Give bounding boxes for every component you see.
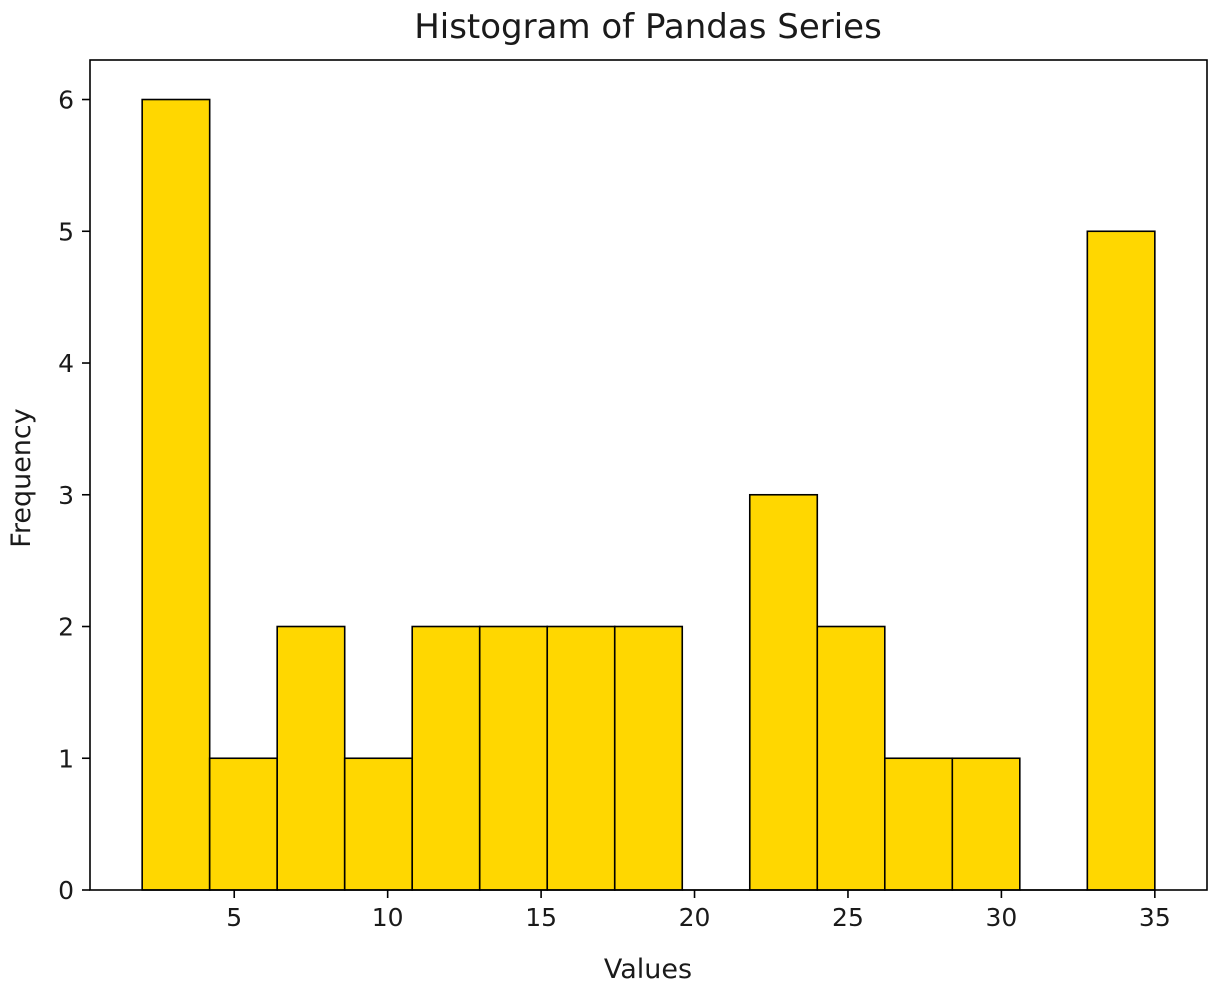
y-axis-ticks: 0 1 2 3 4 5 6 bbox=[58, 86, 90, 905]
bars-group bbox=[141, 98, 1156, 891]
histogram-bar bbox=[748, 493, 819, 891]
histogram-bar bbox=[276, 625, 346, 891]
histogram-bar bbox=[546, 625, 616, 891]
histogram-bar bbox=[411, 625, 481, 891]
histogram-bar bbox=[883, 757, 954, 891]
y-tick-label: 4 bbox=[58, 349, 74, 378]
histogram-bar bbox=[613, 625, 684, 891]
y-axis-label: Frequency bbox=[6, 408, 37, 548]
x-tick-label: 15 bbox=[525, 903, 557, 932]
x-axis-label: Values bbox=[604, 954, 692, 985]
x-axis-ticks: 5 10 15 20 25 30 35 bbox=[226, 890, 1171, 932]
chart-title: Histogram of Pandas Series bbox=[414, 7, 882, 47]
plot-frame bbox=[89, 59, 1208, 891]
histogram-bar bbox=[816, 625, 886, 891]
y-tick-label: 5 bbox=[58, 217, 74, 246]
histogram-bar bbox=[1086, 230, 1156, 891]
histogram-bar bbox=[343, 757, 414, 891]
x-tick-label: 20 bbox=[679, 903, 711, 932]
y-tick-label: 2 bbox=[58, 613, 74, 642]
x-tick-label: 5 bbox=[226, 903, 242, 932]
x-tick-label: 30 bbox=[985, 903, 1017, 932]
x-tick-label: 10 bbox=[372, 903, 404, 932]
x-tick-label: 35 bbox=[1139, 903, 1171, 932]
y-tick-label: 1 bbox=[58, 744, 74, 773]
y-tick-label: 3 bbox=[58, 481, 74, 510]
y-tick-label: 6 bbox=[58, 86, 74, 115]
histogram-bar bbox=[141, 98, 211, 891]
x-tick-label: 25 bbox=[832, 903, 864, 932]
histogram-bar bbox=[951, 757, 1021, 891]
y-tick-label: 0 bbox=[58, 876, 74, 905]
histogram-bar bbox=[478, 625, 549, 891]
histogram-bar bbox=[208, 757, 278, 891]
